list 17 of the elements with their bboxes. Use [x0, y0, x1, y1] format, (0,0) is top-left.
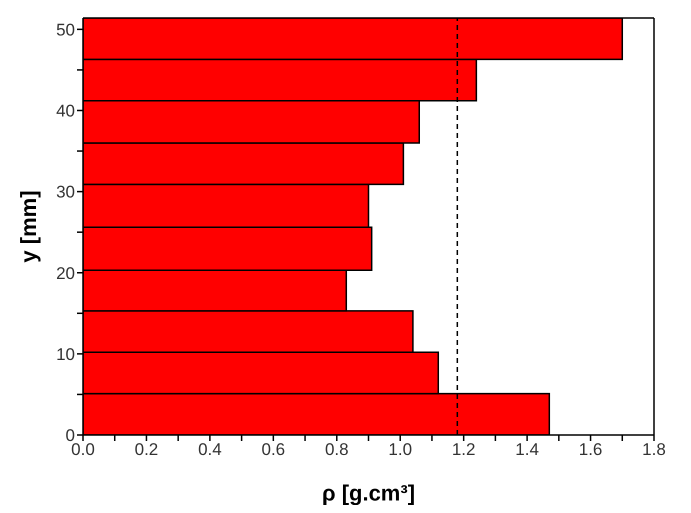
y-tick-label: 40: [56, 102, 75, 121]
x-tick-label: 0.8: [324, 440, 349, 460]
y-tick-label: 30: [56, 182, 75, 202]
x-tick-label: 0.0: [71, 440, 95, 460]
x-axis-title: ρ [g.cm³]: [322, 480, 416, 506]
y-tick-label: 20: [56, 264, 75, 283]
x-tick-label: 1.6: [578, 440, 602, 460]
y-tick-label: 10: [56, 344, 75, 364]
x-tick-label: 0.6: [262, 440, 286, 460]
x-tick-label: 0.2: [134, 440, 158, 460]
x-tick-label: 1.2: [452, 440, 476, 460]
x-tick-label: 1.8: [642, 440, 666, 460]
y-axis-title: y [mm]: [16, 190, 41, 263]
y-tick-label: 50: [56, 20, 75, 40]
x-tick-label: 1.0: [388, 440, 412, 460]
x-tick-label: 0.4: [198, 440, 222, 460]
x-tick-label: 1.4: [515, 440, 539, 460]
